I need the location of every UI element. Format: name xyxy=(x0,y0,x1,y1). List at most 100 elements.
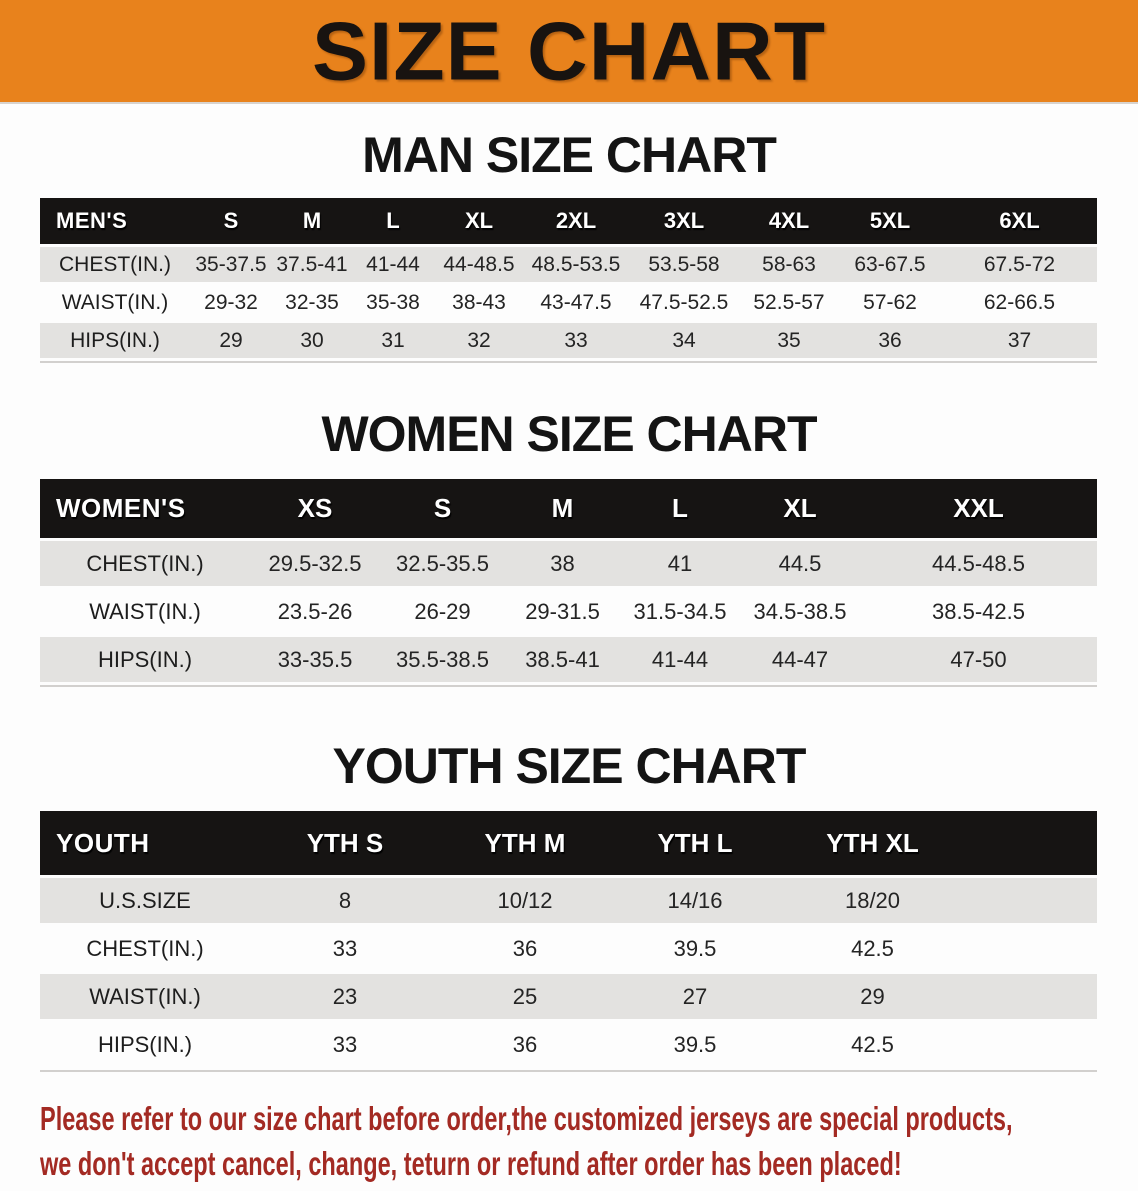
size-value: 47.5-52.5 xyxy=(628,285,740,320)
men-size-table: MEN'S S M L XL 2XL 3XL 4XL 5XL 6XL CHEST(IN.) 35-37… xyxy=(40,195,1097,361)
size-value: 38.5-42.5 xyxy=(860,589,1097,634)
women-size-section: WOMEN SIZE CHART WOMEN'S XS S M L XL XXL CHEST(… xyxy=(0,407,1138,687)
size-value: 27 xyxy=(610,974,780,1019)
size-value: 62-66.5 xyxy=(942,285,1097,320)
size-value: 35.5-38.5 xyxy=(380,637,505,682)
size-value: 33 xyxy=(250,1022,440,1067)
size-column-header: L xyxy=(620,479,740,538)
size-value: 38-43 xyxy=(434,285,524,320)
size-value: 38.5-41 xyxy=(505,637,620,682)
size-value: 29.5-32.5 xyxy=(250,541,380,586)
size-column-header: YTH L xyxy=(610,811,780,875)
size-column-header: 2XL xyxy=(524,198,628,244)
size-value: 10/12 xyxy=(440,878,610,923)
size-value xyxy=(965,878,1097,923)
size-value: 29-31.5 xyxy=(505,589,620,634)
size-value: 58-63 xyxy=(740,247,838,282)
women-section-heading: WOMEN SIZE CHART xyxy=(321,406,817,462)
table-corner-label: WOMEN'S xyxy=(40,479,250,538)
size-column-header: 6XL xyxy=(942,198,1097,244)
size-value: 14/16 xyxy=(610,878,780,923)
size-column-header xyxy=(965,811,1097,875)
size-value: 47-50 xyxy=(860,637,1097,682)
row-label: WAIST(IN.) xyxy=(40,589,250,634)
size-value: 57-62 xyxy=(838,285,942,320)
row-label: CHEST(IN.) xyxy=(40,541,250,586)
table-row: HIPS(IN.) 33-35.5 35.5-38.5 38.5-41 41-44 44-… xyxy=(40,637,1097,682)
size-value: 38 xyxy=(505,541,620,586)
size-column-header: 3XL xyxy=(628,198,740,244)
table-row: HIPS(IN.) 29 30 31 32 33 34 35 36 37 xyxy=(40,323,1097,358)
row-label: HIPS(IN.) xyxy=(40,323,190,358)
table-row: WAIST(IN.) 23 25 27 29 xyxy=(40,974,1097,1019)
women-size-table-wrap: WOMEN'S XS S M L XL XXL CHEST(IN.) 29.5-32.5 32.5… xyxy=(40,476,1097,687)
size-value: 31.5-34.5 xyxy=(620,589,740,634)
youth-size-table: YOUTH YTH S YTH M YTH L YTH XL U.S.SIZE 8 10/12… xyxy=(40,808,1097,1070)
size-column-header: XXL xyxy=(860,479,1097,538)
size-column-header: YTH S xyxy=(250,811,440,875)
size-value xyxy=(965,974,1097,1019)
footer-disclaimer: Please refer to our size chart before or… xyxy=(40,1096,1138,1186)
size-value: 33-35.5 xyxy=(250,637,380,682)
footer-line-1: Please refer to our size chart before or… xyxy=(40,1099,1013,1138)
header-row: WOMEN'S XS S M L XL XXL xyxy=(40,479,1097,538)
size-value: 67.5-72 xyxy=(942,247,1097,282)
size-value: 44.5-48.5 xyxy=(860,541,1097,586)
row-label: CHEST(IN.) xyxy=(40,926,250,971)
row-label: CHEST(IN.) xyxy=(40,247,190,282)
table-row: CHEST(IN.) 35-37.5 37.5-41 41-44 44-48.5 48.5… xyxy=(40,247,1097,282)
size-value: 37 xyxy=(942,323,1097,358)
size-column-header: 5XL xyxy=(838,198,942,244)
size-value: 36 xyxy=(440,926,610,971)
size-column-header: YTH XL xyxy=(780,811,965,875)
size-column-header: YTH M xyxy=(440,811,610,875)
size-value: 52.5-57 xyxy=(740,285,838,320)
size-value: 44-48.5 xyxy=(434,247,524,282)
footer-line-2: we don't accept cancel, change, teturn o… xyxy=(40,1144,902,1183)
size-value: 23.5-26 xyxy=(250,589,380,634)
size-value: 42.5 xyxy=(780,1022,965,1067)
size-value: 44-47 xyxy=(740,637,860,682)
size-value: 35-37.5 xyxy=(190,247,272,282)
size-value: 30 xyxy=(272,323,352,358)
size-value: 39.5 xyxy=(610,1022,780,1067)
size-value: 29-32 xyxy=(190,285,272,320)
size-chart-banner: SIZE CHART xyxy=(0,0,1138,104)
table-row: CHEST(IN.) 29.5-32.5 32.5-35.5 38 41 44.5 44.5… xyxy=(40,541,1097,586)
size-value: 34 xyxy=(628,323,740,358)
table-corner-label: MEN'S xyxy=(40,198,190,244)
size-value: 32-35 xyxy=(272,285,352,320)
size-value: 43-47.5 xyxy=(524,285,628,320)
size-value: 29 xyxy=(190,323,272,358)
size-value: 35 xyxy=(740,323,838,358)
size-value: 29 xyxy=(780,974,965,1019)
size-value: 35-38 xyxy=(352,285,434,320)
women-size-table: WOMEN'S XS S M L XL XXL CHEST(IN.) 29.5-32.5 32.5… xyxy=(40,476,1097,685)
size-value: 34.5-38.5 xyxy=(740,589,860,634)
size-value xyxy=(965,926,1097,971)
size-column-header: M xyxy=(505,479,620,538)
size-value: 23 xyxy=(250,974,440,1019)
size-value: 8 xyxy=(250,878,440,923)
youth-section-heading: YOUTH SIZE CHART xyxy=(332,738,807,794)
size-column-header: S xyxy=(380,479,505,538)
size-column-header: L xyxy=(352,198,434,244)
size-value: 44.5 xyxy=(740,541,860,586)
size-value: 41-44 xyxy=(620,637,740,682)
size-value: 41-44 xyxy=(352,247,434,282)
size-column-header: XS xyxy=(250,479,380,538)
size-value: 31 xyxy=(352,323,434,358)
size-column-header: XL xyxy=(434,198,524,244)
row-label: WAIST(IN.) xyxy=(40,285,190,320)
size-value xyxy=(965,1022,1097,1067)
size-value: 18/20 xyxy=(780,878,965,923)
table-row: CHEST(IN.) 33 36 39.5 42.5 xyxy=(40,926,1097,971)
banner-title: SIZE CHART xyxy=(312,4,826,98)
header-row: MEN'S S M L XL 2XL 3XL 4XL 5XL 6XL xyxy=(40,198,1097,244)
size-value: 33 xyxy=(250,926,440,971)
header-row: YOUTH YTH S YTH M YTH L YTH XL xyxy=(40,811,1097,875)
size-value: 33 xyxy=(524,323,628,358)
size-value: 63-67.5 xyxy=(838,247,942,282)
size-value: 39.5 xyxy=(610,926,780,971)
youth-size-table-wrap: YOUTH YTH S YTH M YTH L YTH XL U.S.SIZE 8 10/12… xyxy=(40,808,1097,1072)
